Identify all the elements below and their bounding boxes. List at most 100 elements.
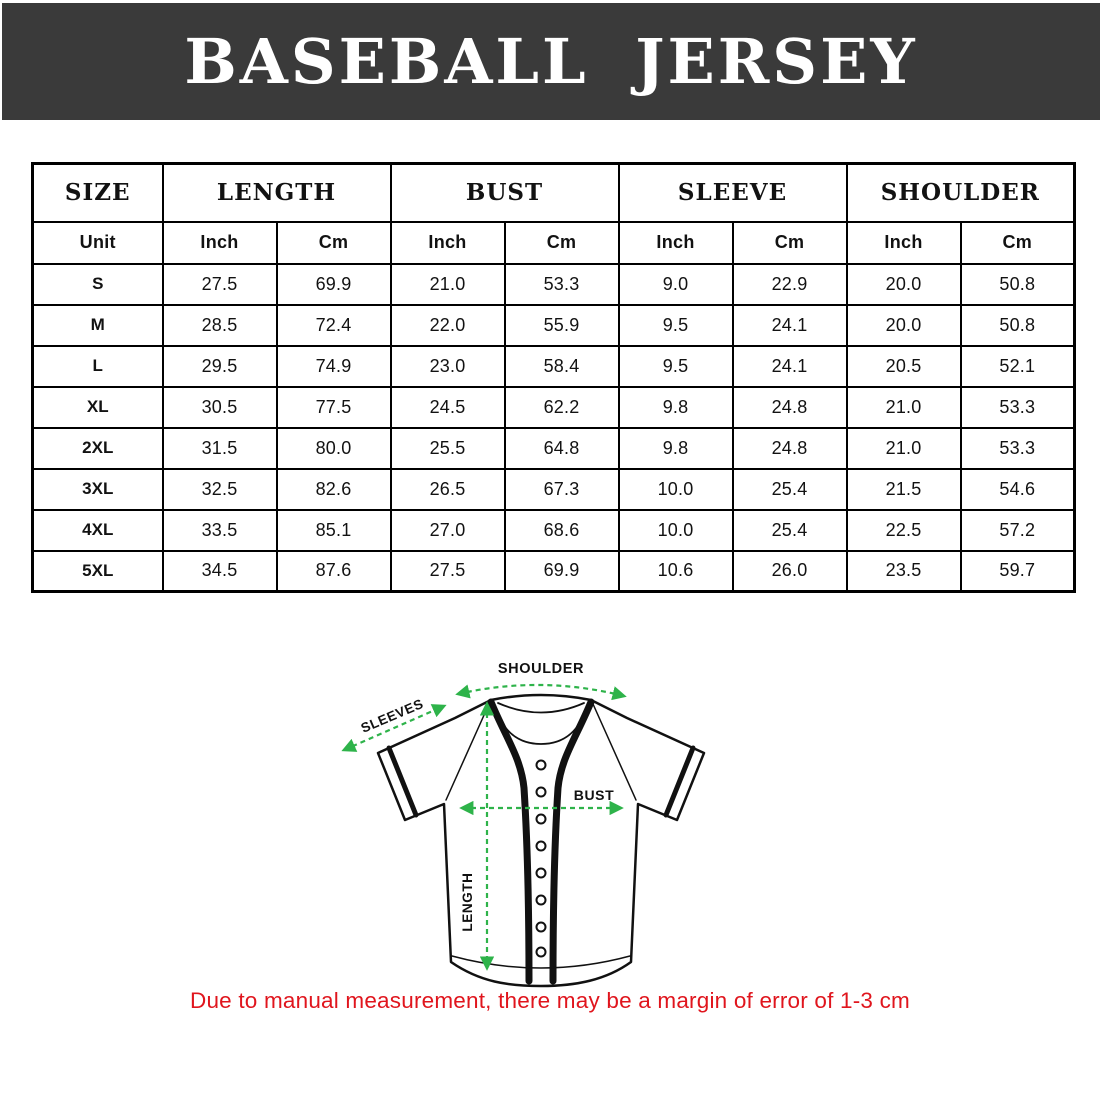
measurement-disclaimer: Due to manual measurement, there may be … bbox=[0, 988, 1100, 1014]
size-label: 5XL bbox=[31, 549, 164, 593]
value-cell: 74.9 bbox=[275, 344, 392, 388]
value-cell: 68.6 bbox=[503, 508, 620, 552]
cuff-stripe-left bbox=[386, 745, 419, 818]
unit-length-inch: Inch bbox=[161, 220, 278, 265]
value-cell: 54.6 bbox=[959, 467, 1076, 511]
unit-bust-inch: Inch bbox=[389, 220, 506, 265]
table-row: 4XL 33.5 85.1 27.0 68.6 10.0 25.4 22.5 5… bbox=[31, 508, 1076, 552]
value-cell: 21.0 bbox=[389, 262, 506, 306]
size-label: XL bbox=[31, 385, 164, 429]
size-chart-table: SIZE LENGTH BUST SLEEVE SHOULDER Unit In… bbox=[31, 162, 1077, 593]
value-cell: 21.5 bbox=[845, 467, 962, 511]
jersey-illustration bbox=[376, 693, 706, 988]
length-label: LENGTH bbox=[460, 872, 475, 931]
collar-back-line bbox=[497, 702, 585, 714]
value-cell: 69.9 bbox=[275, 262, 392, 306]
value-cell: 69.9 bbox=[503, 549, 620, 593]
value-cell: 24.1 bbox=[731, 344, 848, 388]
value-cell: 62.2 bbox=[503, 385, 620, 429]
table-row: 5XL 34.5 87.6 27.5 69.9 10.6 26.0 23.5 5… bbox=[31, 549, 1076, 593]
size-label: L bbox=[31, 344, 164, 388]
value-cell: 53.3 bbox=[959, 426, 1076, 470]
table-row: 3XL 32.5 82.6 26.5 67.3 10.0 25.4 21.5 5… bbox=[31, 467, 1076, 511]
title-banner: BASEBALL JERSEY bbox=[2, 3, 1100, 120]
table-row: 2XL 31.5 80.0 25.5 64.8 9.8 24.8 21.0 53… bbox=[31, 426, 1076, 470]
size-label: 3XL bbox=[31, 467, 164, 511]
unit-sleeve-inch: Inch bbox=[617, 220, 734, 265]
value-cell: 10.6 bbox=[617, 549, 734, 593]
unit-header: Unit bbox=[31, 220, 164, 265]
value-cell: 22.9 bbox=[731, 262, 848, 306]
col-header-size: SIZE bbox=[31, 162, 164, 223]
value-cell: 77.5 bbox=[275, 385, 392, 429]
value-cell: 27.5 bbox=[389, 549, 506, 593]
value-cell: 27.5 bbox=[161, 262, 278, 306]
unit-shoulder-inch: Inch bbox=[845, 220, 962, 265]
raglan-seam-right bbox=[592, 703, 637, 801]
value-cell: 30.5 bbox=[161, 385, 278, 429]
unit-length-cm: Cm bbox=[275, 220, 392, 265]
value-cell: 26.5 bbox=[389, 467, 506, 511]
value-cell: 22.5 bbox=[845, 508, 962, 552]
unit-shoulder-cm: Cm bbox=[959, 220, 1076, 265]
page-title: BASEBALL JERSEY bbox=[184, 25, 918, 98]
value-cell: 59.7 bbox=[959, 549, 1076, 593]
value-cell: 24.8 bbox=[731, 426, 848, 470]
value-cell: 53.3 bbox=[959, 385, 1076, 429]
unit-sleeve-cm: Cm bbox=[731, 220, 848, 265]
value-cell: 23.5 bbox=[845, 549, 962, 593]
cuff-stripe-right bbox=[663, 745, 696, 818]
value-cell: 20.0 bbox=[845, 303, 962, 347]
value-cell: 50.8 bbox=[959, 303, 1076, 347]
value-cell: 28.5 bbox=[161, 303, 278, 347]
value-cell: 23.0 bbox=[389, 344, 506, 388]
size-label: 4XL bbox=[31, 508, 164, 552]
col-header-bust: BUST bbox=[389, 162, 620, 223]
table-row: L 29.5 74.9 23.0 58.4 9.5 24.1 20.5 52.1 bbox=[31, 344, 1076, 388]
col-header-length: LENGTH bbox=[161, 162, 392, 223]
value-cell: 22.0 bbox=[389, 303, 506, 347]
value-cell: 87.6 bbox=[275, 549, 392, 593]
table-unit-header-row: Unit Inch Cm Inch Cm Inch Cm Inch Cm bbox=[31, 220, 1076, 265]
value-cell: 53.3 bbox=[503, 262, 620, 306]
value-cell: 10.0 bbox=[617, 508, 734, 552]
value-cell: 32.5 bbox=[161, 467, 278, 511]
disclaimer-text: Due to manual measurement, there may be … bbox=[190, 988, 910, 1013]
value-cell: 33.5 bbox=[161, 508, 278, 552]
col-header-shoulder: SHOULDER bbox=[845, 162, 1076, 223]
value-cell: 24.5 bbox=[389, 385, 506, 429]
value-cell: 34.5 bbox=[161, 549, 278, 593]
shoulder-arrow bbox=[455, 683, 627, 701]
value-cell: 58.4 bbox=[503, 344, 620, 388]
shoulder-label: SHOULDER bbox=[498, 661, 584, 677]
value-cell: 24.8 bbox=[731, 385, 848, 429]
placket-left-band bbox=[487, 698, 533, 985]
value-cell: 27.0 bbox=[389, 508, 506, 552]
value-cell: 20.0 bbox=[845, 262, 962, 306]
size-label: S bbox=[31, 262, 164, 306]
value-cell: 21.0 bbox=[845, 426, 962, 470]
jersey-measurement-diagram: SHOULDER SLEEVES BUST LENGTH bbox=[330, 640, 770, 1000]
value-cell: 9.5 bbox=[617, 344, 734, 388]
table-row: XL 30.5 77.5 24.5 62.2 9.8 24.8 21.0 53.… bbox=[31, 385, 1076, 429]
size-label: 2XL bbox=[31, 426, 164, 470]
unit-bust-cm: Cm bbox=[503, 220, 620, 265]
value-cell: 50.8 bbox=[959, 262, 1076, 306]
value-cell: 20.5 bbox=[845, 344, 962, 388]
value-cell: 25.5 bbox=[389, 426, 506, 470]
table-row: M 28.5 72.4 22.0 55.9 9.5 24.1 20.0 50.8 bbox=[31, 303, 1076, 347]
measurement-arrows bbox=[341, 683, 627, 971]
placket-right-band bbox=[549, 698, 595, 985]
value-cell: 31.5 bbox=[161, 426, 278, 470]
table-row: S 27.5 69.9 21.0 53.3 9.0 22.9 20.0 50.8 bbox=[31, 262, 1076, 306]
hem-stitch-line bbox=[451, 955, 631, 969]
sleeves-arrow bbox=[341, 704, 447, 752]
value-cell: 24.1 bbox=[731, 303, 848, 347]
value-cell: 72.4 bbox=[275, 303, 392, 347]
value-cell: 85.1 bbox=[275, 508, 392, 552]
bust-label: BUST bbox=[574, 787, 615, 803]
placket-buttons bbox=[535, 759, 547, 958]
value-cell: 10.0 bbox=[617, 467, 734, 511]
value-cell: 9.8 bbox=[617, 426, 734, 470]
